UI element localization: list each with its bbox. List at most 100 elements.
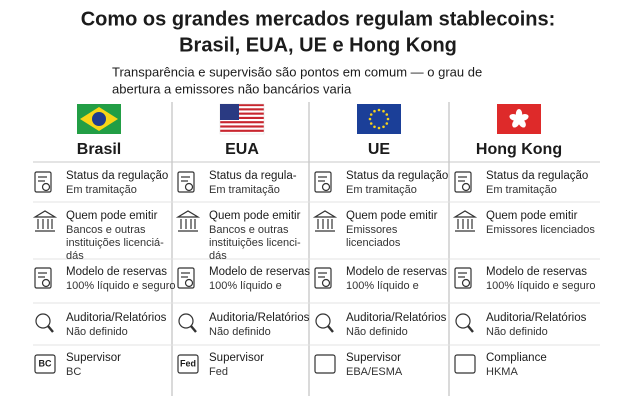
country-name: Brasil — [77, 141, 121, 158]
flag-star — [377, 108, 381, 112]
row-icon — [175, 210, 201, 232]
flag-field — [357, 104, 401, 134]
icon-badge — [461, 182, 471, 192]
icon-box — [34, 354, 56, 374]
flag-globe — [92, 112, 106, 126]
title: Brasil, EUA, UE e Hong Kong — [179, 34, 457, 56]
icon-badge — [461, 278, 471, 288]
icon-text: Fed — [180, 358, 196, 368]
icon-bank — [175, 210, 201, 218]
row-label: Modelo de reservas — [346, 266, 447, 278]
row-label: Quem pode emitir — [346, 210, 438, 222]
row-label: Auditoria/Relatórios — [346, 312, 447, 324]
icon-lens — [35, 313, 51, 329]
flag-canton — [220, 104, 239, 120]
row-value: Emissores — [346, 224, 398, 236]
icon-badge — [41, 278, 51, 288]
icon-doc — [454, 171, 472, 193]
icon-doc — [177, 171, 195, 193]
icon-box — [314, 354, 336, 374]
flag-stripe — [220, 104, 264, 107]
flag-star — [385, 122, 389, 125]
row-label: Supervisor — [346, 352, 401, 364]
icon-doc — [314, 171, 332, 193]
icon-lens — [315, 313, 331, 329]
flag-star — [368, 117, 372, 121]
row-icon — [314, 267, 332, 289]
icon-badge — [41, 182, 51, 192]
flag-stripe — [220, 116, 264, 119]
row-value: Emissores licenciados — [486, 224, 595, 236]
row-value: 100% líquido e — [209, 280, 282, 292]
flag-star — [377, 126, 381, 130]
flag-stripe — [220, 125, 264, 128]
row-label: Auditoria/Relatórios — [209, 312, 310, 324]
row-icon — [452, 210, 478, 232]
row-label: Quem pode emitir — [486, 210, 578, 222]
row-label: Status da regulação — [346, 170, 448, 182]
row-value: Bancos e outras — [209, 224, 289, 236]
row-value: 100% líquido e seguro — [486, 280, 595, 292]
row-label: Status da regula- — [209, 170, 297, 182]
icon-box — [454, 354, 476, 374]
flag-star — [385, 113, 389, 116]
row-label: Modelo de reservas — [66, 266, 167, 278]
flag-stripe — [220, 112, 264, 115]
row-value: instituições licenci- — [209, 237, 301, 249]
row-value: Bancos e outras — [66, 224, 146, 236]
flag-star — [369, 122, 373, 125]
row-value: licenciados — [346, 237, 401, 249]
row-value: Em tramitação — [209, 184, 280, 196]
flag-petal — [509, 114, 520, 121]
icon-doc — [314, 267, 332, 289]
flag — [77, 104, 121, 134]
row-label: Supervisor — [209, 352, 264, 364]
icon-lens — [178, 313, 194, 329]
row-label: Quem pode emitir — [66, 210, 158, 222]
icon-doc — [34, 267, 52, 289]
flag — [219, 103, 265, 135]
icon-badge — [184, 278, 194, 288]
row-icon — [315, 313, 334, 333]
flag — [357, 104, 401, 134]
title: Como os grandes mercados regulam stablec… — [81, 8, 556, 30]
country-name: UE — [368, 141, 391, 158]
row-value: BC — [66, 366, 81, 378]
row-icon — [177, 267, 195, 289]
row-label: Modelo de reservas — [486, 266, 587, 278]
icon-doc — [34, 171, 52, 193]
row-icon — [35, 313, 54, 333]
row-value: dás — [209, 250, 227, 262]
row-value: Não definido — [209, 326, 271, 338]
icon-box — [177, 354, 199, 374]
flag-stripe — [220, 108, 264, 111]
flag-stripe — [220, 121, 264, 124]
row-value: EBA/ESMA — [346, 366, 403, 378]
country-name: EUA — [225, 141, 259, 158]
row-icon — [312, 210, 338, 232]
row-label: Auditoria/Relatórios — [66, 312, 167, 324]
flag-star — [382, 125, 385, 129]
icon-text: BC — [39, 358, 52, 368]
flag-petal — [512, 118, 520, 128]
row-icon — [177, 171, 195, 193]
flag-stripe — [220, 129, 264, 132]
row-icon: BC — [34, 354, 56, 374]
row-value: HKMA — [486, 366, 518, 378]
row-label: Auditoria/Relatórios — [486, 312, 587, 324]
row-icon — [34, 171, 52, 193]
flag-star — [386, 117, 390, 121]
row-icon — [314, 171, 332, 193]
flag — [497, 104, 541, 134]
row-label: Status da regulação — [486, 170, 588, 182]
icon-bank — [32, 210, 58, 218]
row-label: Compliance — [486, 352, 547, 364]
icon-badge — [321, 182, 331, 192]
row-value: Em tramitação — [486, 184, 557, 196]
icon-bank — [312, 210, 338, 218]
icon-handle — [190, 325, 197, 333]
icon-badge — [321, 278, 331, 288]
flag-star — [373, 125, 376, 129]
row-icon — [34, 267, 52, 289]
